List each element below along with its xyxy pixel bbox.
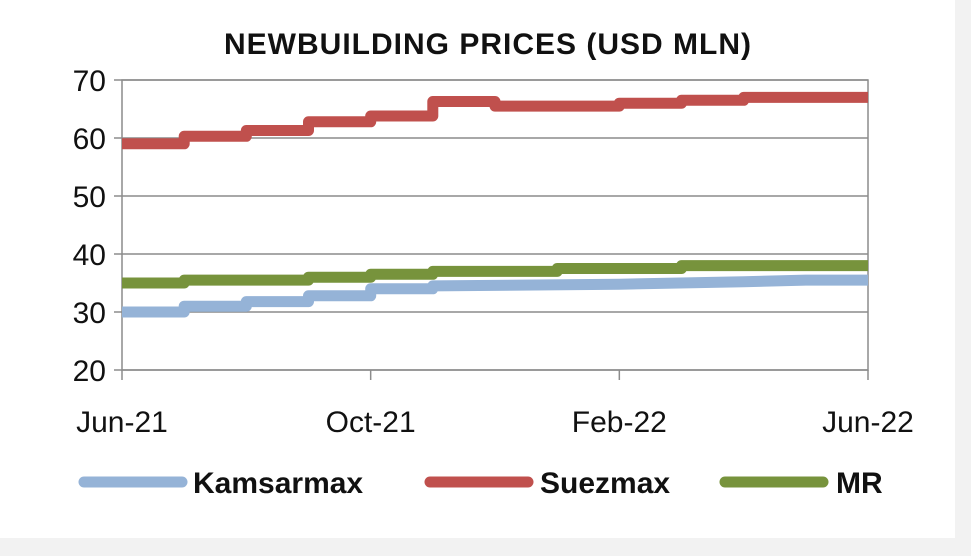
series-line-mr	[122, 260, 868, 289]
series-line-suezmax	[122, 91, 868, 150]
y-tick-label: 50	[73, 181, 106, 214]
series-layer	[122, 91, 868, 318]
y-tick-label: 20	[73, 355, 106, 388]
legend-item-mr: MR	[719, 467, 883, 500]
x-tick-label: Feb-22	[572, 406, 667, 439]
chart-panel: NEWBUILDING PRICES (USD MLN) 20 30 40 50 60 7…	[0, 0, 955, 538]
legend: Kamsarmax Suezmax MR	[78, 467, 883, 500]
x-tick-label: Oct-21	[326, 406, 416, 439]
legend-label: MR	[836, 467, 883, 500]
axis-layer: 20 30 40 50 60 70 Jun-21 Oct-21 Feb-22 Jun-22	[73, 65, 914, 439]
series-line-kamsarmax	[122, 274, 868, 318]
legend-label: Suezmax	[540, 467, 670, 500]
y-tick-label: 40	[73, 239, 106, 272]
legend-item-suezmax: Suezmax	[424, 467, 670, 500]
plot-frame	[121, 79, 869, 371]
y-tick-label: 30	[73, 297, 106, 330]
chart-title: NEWBUILDING PRICES (USD MLN)	[224, 28, 752, 61]
newbuilding-prices-chart: NEWBUILDING PRICES (USD MLN) 20 30 40 50 60 7…	[73, 28, 914, 500]
legend-item-kamsarmax: Kamsarmax	[78, 467, 363, 500]
y-tick-label: 60	[73, 123, 106, 156]
y-tick-label: 70	[73, 65, 106, 98]
x-tick-label: Jun-22	[822, 406, 914, 439]
grid-layer	[121, 79, 869, 371]
legend-label: Kamsarmax	[193, 467, 363, 500]
x-tick-label: Jun-21	[76, 406, 168, 439]
